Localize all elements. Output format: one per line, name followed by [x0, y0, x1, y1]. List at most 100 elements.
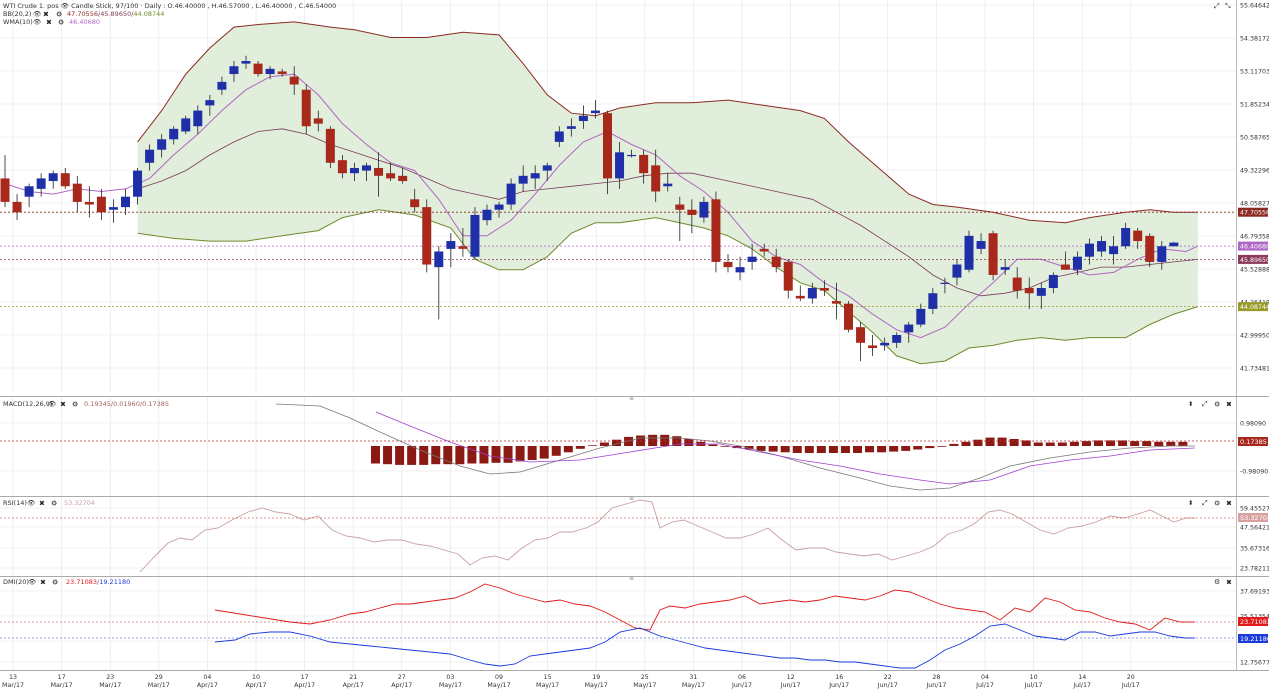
close-icon[interactable]: ✖ — [40, 579, 46, 587]
candle[interactable] — [663, 173, 673, 192]
candle[interactable] — [84, 186, 94, 218]
candle[interactable] — [108, 199, 118, 223]
candle[interactable] — [530, 165, 540, 189]
close-icon[interactable]: ✖ — [60, 401, 66, 409]
resize-handle-icon[interactable]: ≡ — [629, 575, 634, 582]
candle[interactable] — [1157, 241, 1167, 270]
candle[interactable] — [1133, 228, 1143, 249]
candle[interactable] — [795, 285, 805, 302]
candle[interactable] — [964, 230, 974, 273]
macd-panel[interactable]: MACD(12,26,9) 👁 ✖ ⚙ 0.19345/0.01960/0.17… — [0, 395, 1269, 496]
candle[interactable] — [494, 201, 504, 218]
candle[interactable] — [1060, 251, 1070, 270]
candle[interactable] — [277, 68, 287, 77]
candle[interactable] — [831, 282, 841, 320]
eye-icon[interactable]: 👁 — [48, 400, 57, 408]
macd-legend-icons[interactable]: 👁 ✖ ⚙ — [48, 400, 78, 409]
candle[interactable] — [121, 188, 130, 215]
expand-icon[interactable]: ⤢ — [1202, 400, 1208, 408]
candle[interactable] — [386, 162, 396, 182]
candle[interactable] — [24, 183, 34, 208]
candle[interactable] — [1036, 282, 1046, 309]
move-icon[interactable]: ⬍ — [1188, 499, 1193, 507]
candle[interactable] — [362, 162, 371, 182]
candle[interactable] — [976, 233, 986, 255]
candle[interactable] — [325, 126, 335, 168]
candle[interactable] — [1024, 277, 1034, 309]
candle[interactable] — [12, 194, 22, 221]
candle[interactable] — [313, 110, 323, 132]
candle[interactable] — [856, 321, 866, 362]
candle[interactable] — [217, 76, 227, 95]
close-icon[interactable]: ✖ — [39, 500, 45, 508]
date-axis[interactable]: 13Mar/1717Mar/1723Mar/1729Mar/1704Apr/17… — [2, 674, 1140, 689]
price-panel[interactable]: WTI Crude 1. pos 👁 Candle Stick, 97/100 … — [0, 0, 1236, 392]
resize-handle-icon[interactable]: ≡ — [629, 395, 634, 402]
candle[interactable] — [36, 173, 46, 197]
candle[interactable] — [603, 110, 612, 195]
candle[interactable] — [1145, 233, 1155, 268]
candle[interactable] — [711, 191, 721, 273]
candle[interactable] — [554, 126, 564, 148]
candle[interactable] — [398, 167, 408, 184]
candle[interactable] — [434, 246, 444, 320]
close-icon[interactable]: ✖ — [1226, 500, 1232, 508]
candle[interactable] — [60, 167, 70, 189]
close-icon[interactable]: ✖ — [46, 19, 52, 27]
candle[interactable] — [542, 162, 552, 182]
candle[interactable] — [72, 175, 82, 213]
candle[interactable] — [566, 118, 576, 137]
eye-icon[interactable]: 👁 — [33, 10, 42, 18]
candlestick-series[interactable] — [0, 55, 1179, 362]
bb-legend-icons[interactable]: 👁 ✖ ⚙ — [33, 10, 62, 19]
candle[interactable] — [410, 188, 420, 213]
close-icon[interactable]: ✖ — [1226, 401, 1232, 409]
candle[interactable] — [615, 141, 625, 189]
candle[interactable] — [337, 154, 347, 179]
candle[interactable] — [880, 337, 890, 351]
candle[interactable] — [0, 154, 10, 208]
rsi-panel[interactable]: RSI(14) 👁 ✖ ⚙ 53.32704 ≡ ⬍ ⤢ ⚙ ✖ 59.4552… — [0, 495, 1269, 576]
close-icon[interactable]: ✖ — [1226, 579, 1232, 587]
expand-icon[interactable]: ⤢ — [1214, 2, 1220, 10]
candle[interactable] — [1072, 251, 1082, 275]
candle[interactable] — [735, 256, 745, 281]
gear-icon[interactable]: ⚙ — [1214, 401, 1220, 409]
candle[interactable] — [1121, 222, 1131, 249]
gear-icon[interactable]: ⚙ — [58, 19, 64, 27]
candle[interactable] — [747, 243, 757, 270]
candle[interactable] — [193, 105, 203, 135]
candle[interactable] — [1109, 235, 1119, 265]
resize-handle-icon[interactable]: ≡ — [629, 495, 634, 502]
gear-icon[interactable]: ⚙ — [51, 500, 57, 508]
candle[interactable] — [169, 126, 179, 145]
candle[interactable] — [470, 207, 480, 260]
candle[interactable] — [422, 199, 432, 273]
gear-icon[interactable]: ⚙ — [1214, 500, 1220, 508]
wma-legend-icons[interactable]: 👁 ✖ ⚙ — [33, 18, 64, 27]
candle[interactable] — [48, 170, 58, 189]
eye-icon[interactable]: 👁 — [27, 499, 36, 507]
candle[interactable] — [96, 188, 106, 221]
rsi-legend-icons[interactable]: 👁 ✖ ⚙ — [27, 499, 57, 508]
candle[interactable] — [241, 55, 251, 69]
candle[interactable] — [1085, 238, 1094, 265]
eye-icon[interactable]: 👁 — [33, 18, 42, 26]
candle[interactable] — [1169, 241, 1179, 247]
candle[interactable] — [1097, 235, 1107, 257]
close-icon[interactable]: ✖ — [43, 11, 49, 19]
restore-icon[interactable]: ⤡ — [1225, 2, 1231, 10]
candle[interactable] — [205, 94, 215, 116]
candle[interactable] — [265, 66, 275, 80]
candle[interactable] — [627, 149, 637, 158]
candle[interactable] — [1048, 272, 1058, 294]
candle[interactable] — [518, 165, 528, 192]
move-icon[interactable]: ⬍ — [1188, 400, 1193, 408]
candle[interactable] — [807, 282, 817, 304]
candle[interactable] — [133, 167, 143, 205]
dmi-panel[interactable]: DMI(20) 👁 ✖ ⚙ 23.71083/19.21180 ≡ ⚙ ✖ 37… — [0, 575, 1269, 670]
gear-icon[interactable]: ⚙ — [56, 11, 62, 19]
candle[interactable] — [253, 61, 263, 77]
candle[interactable] — [229, 61, 239, 82]
candle[interactable] — [374, 152, 384, 197]
